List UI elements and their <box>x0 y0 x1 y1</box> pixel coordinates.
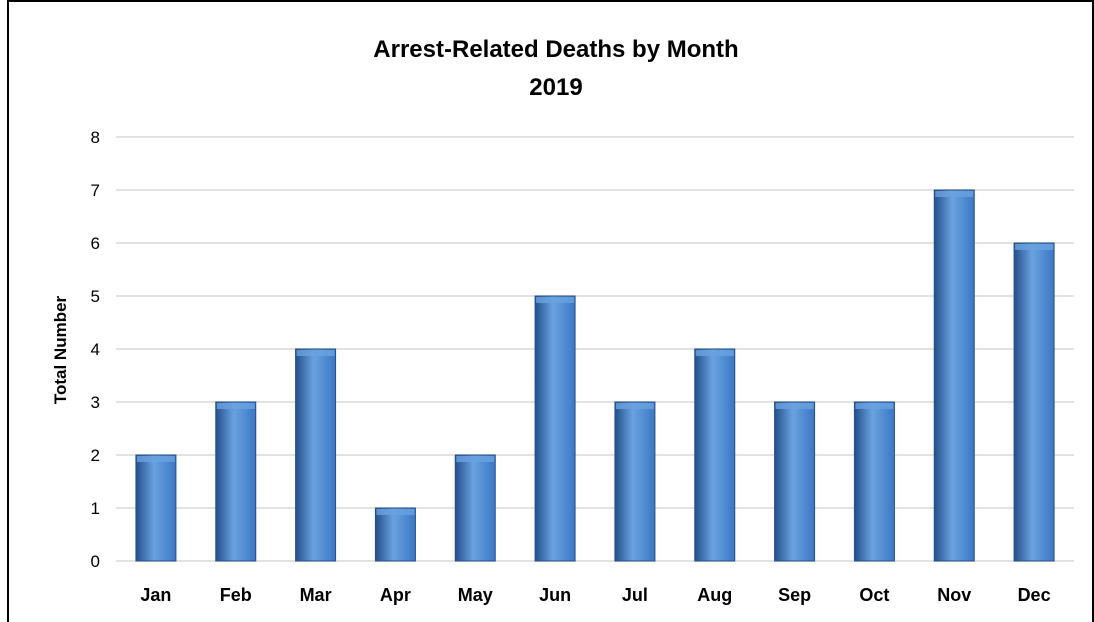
bar-highlight <box>855 403 894 409</box>
x-tick-label: Jul <box>622 585 648 605</box>
bar <box>215 401 257 562</box>
bar <box>1013 242 1055 562</box>
bar-rect <box>534 295 576 562</box>
bar-highlight <box>935 191 974 197</box>
bar <box>534 295 576 562</box>
chart-frame <box>7 0 1094 622</box>
y-tick-label: 3 <box>91 393 100 412</box>
y-tick-label: 2 <box>91 446 100 465</box>
x-tick-label: Jan <box>140 585 171 605</box>
bar-highlight <box>136 456 175 462</box>
y-tick-label: 0 <box>91 552 100 571</box>
x-tick-label: Oct <box>859 585 889 605</box>
bar <box>774 401 816 562</box>
bar-rect <box>694 348 736 562</box>
bar <box>295 348 337 562</box>
y-tick-label: 6 <box>91 234 100 253</box>
x-tick-label: Feb <box>220 585 252 605</box>
x-tick-label: Aug <box>697 585 732 605</box>
bar-highlight <box>775 403 814 409</box>
y-axis-label: Total Number <box>51 295 70 404</box>
bars <box>135 189 1055 562</box>
x-tick-label: Mar <box>300 585 332 605</box>
x-tick-label: Jun <box>539 585 571 605</box>
bar <box>135 454 177 562</box>
bar-highlight <box>216 403 255 409</box>
bar-highlight <box>376 509 415 515</box>
bar-rect <box>374 507 416 562</box>
bar-highlight <box>296 350 335 356</box>
bar-rect <box>1013 242 1055 562</box>
bar <box>933 189 975 562</box>
bar-rect <box>295 348 337 562</box>
x-tick-label: Apr <box>380 585 411 605</box>
y-tick-label: 4 <box>91 340 100 359</box>
bar-rect <box>933 189 975 562</box>
y-tick-label: 7 <box>91 181 100 200</box>
bar-rect <box>774 401 816 562</box>
bar-rect <box>614 401 656 562</box>
bar <box>694 348 736 562</box>
x-axis-ticks: Jan Feb Mar Apr May Jun Jul Aug Sep Oct Nov Dec <box>140 585 1050 605</box>
bar <box>853 401 895 562</box>
bar-rect <box>135 454 177 562</box>
bar <box>374 507 416 562</box>
x-tick-label: Nov <box>937 585 971 605</box>
bar-highlight <box>695 350 734 356</box>
bar-highlight <box>1015 244 1054 250</box>
gridlines <box>116 136 1074 562</box>
bar <box>454 454 496 562</box>
chart-subtitle: 2019 <box>529 74 582 101</box>
bar <box>614 401 656 562</box>
chart-title: Arrest-Related Deaths by Month <box>373 36 738 63</box>
x-tick-label: May <box>458 585 493 605</box>
x-tick-label: Dec <box>1018 585 1051 605</box>
y-tick-label: 1 <box>91 499 100 518</box>
bar-highlight <box>615 403 654 409</box>
bar-highlight <box>536 297 575 303</box>
x-tick-label: Sep <box>778 585 811 605</box>
bar-rect <box>215 401 257 562</box>
bar-rect <box>853 401 895 562</box>
bar-highlight <box>456 456 495 462</box>
y-tick-label: 8 <box>91 128 100 147</box>
bar-rect <box>454 454 496 562</box>
y-tick-label: 5 <box>91 287 100 306</box>
y-axis-ticks: 0 1 2 3 4 5 6 7 8 <box>91 128 100 571</box>
